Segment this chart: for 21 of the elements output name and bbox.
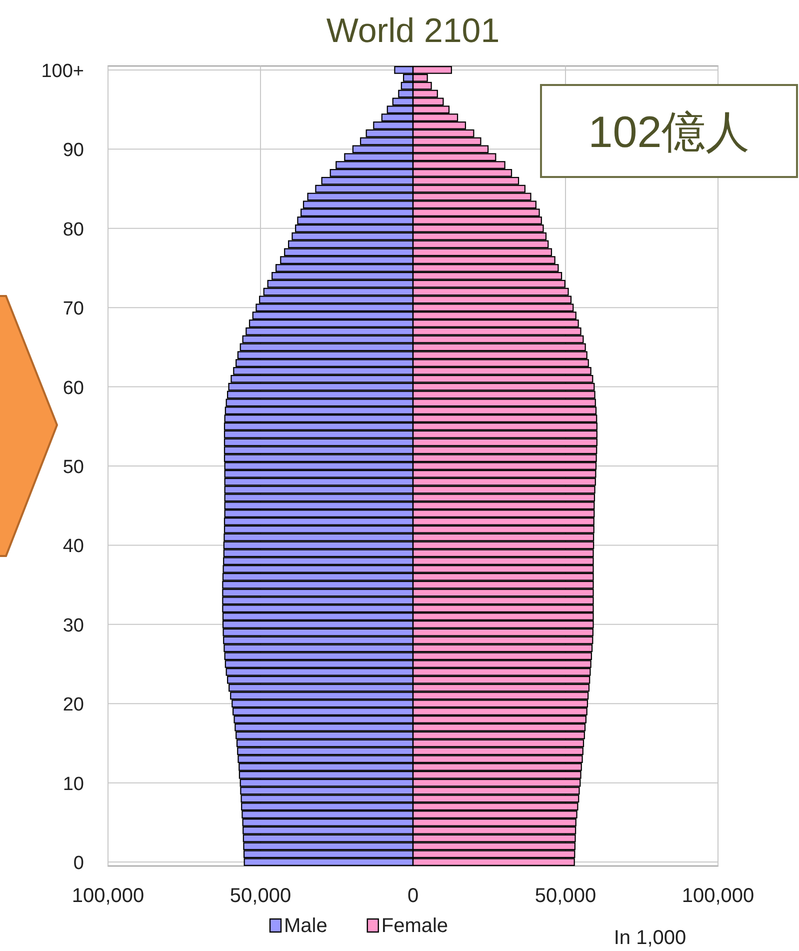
x-tick-label: 0: [407, 885, 419, 907]
x-tick-label: 100,000: [682, 885, 754, 907]
legend-label: Female: [381, 915, 448, 937]
x-tick-label: 50,000: [230, 885, 292, 907]
y-tick-label: 90: [62, 140, 84, 162]
annotation: 102億人: [588, 108, 750, 157]
text: In 1,000: [614, 927, 686, 949]
x-tick-label: 50,000: [534, 885, 596, 907]
y-tick-label: 80: [62, 219, 84, 240]
legend-label: Male: [284, 915, 328, 937]
y-tick-label: 20: [62, 694, 84, 716]
y-tick-label: 30: [62, 615, 84, 636]
chart-title: World 2101: [326, 12, 500, 50]
y-tick-label: 70: [62, 298, 84, 320]
y-tick-label: 0: [73, 853, 84, 874]
y-tick-label: 60: [62, 378, 84, 399]
y-tick-label: 40: [62, 536, 84, 558]
y-tick-label: 100+: [41, 60, 84, 82]
x-tick-label: 100,000: [72, 885, 144, 907]
y-tick-label: 10: [62, 774, 84, 795]
y-tick-label: 50: [62, 457, 84, 478]
